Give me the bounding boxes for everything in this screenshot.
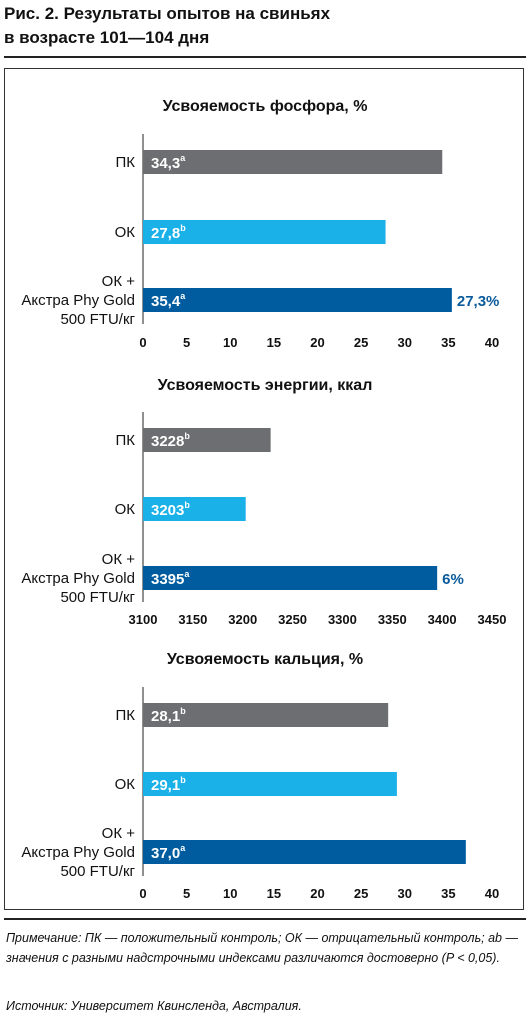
chart-title: Усвояемость фосфора, % bbox=[163, 98, 368, 115]
x-tick-label: 40 bbox=[485, 886, 499, 901]
category-label: Акстра Phy Gold bbox=[21, 292, 135, 309]
x-tick-label: 3450 bbox=[478, 612, 507, 627]
x-tick-label: 0 bbox=[139, 335, 146, 350]
category-label: 500 FTU/кг bbox=[60, 863, 135, 880]
figure-title: Рис. 2. Результаты опытов на свиньях в в… bbox=[4, 2, 524, 50]
x-tick-label: 0 bbox=[139, 886, 146, 901]
change-annotation: 6% bbox=[442, 571, 464, 588]
category-label: ПК bbox=[115, 707, 135, 724]
category-label: ОК + bbox=[102, 825, 136, 842]
x-tick-label: 10 bbox=[223, 886, 237, 901]
chart-title: Усвояемость энергии, ккал bbox=[158, 377, 373, 394]
bar bbox=[143, 703, 389, 727]
data-label-value: 3228 bbox=[151, 433, 184, 450]
bar bbox=[143, 428, 271, 452]
x-tick-label: 35 bbox=[441, 335, 455, 350]
chart-1: Усвояемость фосфора, %34,3aПК27,8bОК35,4… bbox=[21, 98, 499, 350]
data-label-value: 35,4 bbox=[151, 293, 181, 310]
x-tick-label: 15 bbox=[267, 886, 281, 901]
data-label: 3228b bbox=[151, 431, 190, 450]
data-label: 37,0a bbox=[151, 843, 186, 862]
x-tick-label: 3150 bbox=[178, 612, 207, 627]
category-label: ОК bbox=[115, 776, 136, 793]
data-label-value: 34,3 bbox=[151, 155, 180, 172]
x-tick-label: 3200 bbox=[228, 612, 257, 627]
bar bbox=[143, 288, 452, 312]
data-label-value: 3203 bbox=[151, 502, 184, 519]
x-tick-label: 3400 bbox=[428, 612, 457, 627]
x-tick-label: 35 bbox=[441, 886, 455, 901]
bar bbox=[143, 566, 438, 590]
data-label-superscript: a bbox=[180, 153, 186, 163]
chart-title: Усвояемость кальция, % bbox=[167, 651, 363, 668]
x-tick-label: 20 bbox=[310, 335, 324, 350]
x-tick-label: 5 bbox=[183, 335, 190, 350]
x-tick-label: 5 bbox=[183, 886, 190, 901]
x-tick-label: 15 bbox=[267, 335, 281, 350]
figure-title-line1: Рис. 2. Результаты опытов на свиньях bbox=[4, 4, 331, 23]
change-annotation: 27,3% bbox=[457, 293, 500, 310]
top-rule bbox=[4, 56, 526, 58]
category-label: ОК + bbox=[102, 551, 136, 568]
bar bbox=[143, 220, 386, 244]
data-label-superscript: a bbox=[180, 843, 186, 853]
category-label: 500 FTU/кг bbox=[60, 589, 135, 606]
x-tick-label: 30 bbox=[398, 886, 412, 901]
category-label: ПК bbox=[115, 432, 135, 449]
category-label: ПК bbox=[115, 154, 135, 171]
category-label: Акстра Phy Gold bbox=[21, 570, 135, 587]
x-tick-label: 3350 bbox=[378, 612, 407, 627]
data-label: 3203b bbox=[151, 500, 190, 519]
data-label: 29,1b bbox=[151, 775, 186, 794]
x-tick-label: 40 bbox=[485, 335, 499, 350]
x-tick-label: 30 bbox=[398, 335, 412, 350]
bar bbox=[143, 772, 397, 796]
data-label: 34,3a bbox=[151, 153, 186, 172]
data-label-value: 28,1 bbox=[151, 708, 180, 725]
x-tick-label: 3100 bbox=[129, 612, 158, 627]
category-label: 500 FTU/кг bbox=[60, 311, 135, 328]
bar bbox=[143, 150, 443, 174]
source-note: Источник: Университет Квинсленда, Австра… bbox=[6, 999, 302, 1013]
x-tick-label: 20 bbox=[310, 886, 324, 901]
data-label: 27,8b bbox=[151, 223, 186, 242]
data-label-superscript: a bbox=[180, 291, 186, 301]
data-label: 28,1b bbox=[151, 706, 186, 725]
footnote: Примечание: ПК — положительный контроль;… bbox=[6, 931, 518, 965]
category-label: ОК bbox=[115, 224, 136, 241]
category-label: Акстра Phy Gold bbox=[21, 844, 135, 861]
category-label: ОК bbox=[115, 501, 136, 518]
x-tick-label: 3250 bbox=[278, 612, 307, 627]
bar bbox=[143, 497, 246, 521]
x-tick-label: 25 bbox=[354, 886, 368, 901]
data-label-superscript: a bbox=[184, 569, 190, 579]
figure-title-line2: в возрасте 101—104 дня bbox=[4, 28, 210, 47]
data-label-superscript: b bbox=[184, 500, 190, 510]
chart-panel bbox=[4, 68, 524, 910]
bar bbox=[143, 840, 466, 864]
data-label-value: 27,8 bbox=[151, 225, 180, 242]
x-tick-label: 25 bbox=[354, 335, 368, 350]
bottom-rule bbox=[4, 918, 526, 920]
data-label-value: 37,0 bbox=[151, 845, 180, 862]
x-tick-label: 10 bbox=[223, 335, 237, 350]
data-label-superscript: b bbox=[180, 775, 186, 785]
data-label: 3395a bbox=[151, 569, 190, 588]
data-label-superscript: b bbox=[180, 223, 186, 233]
data-label: 35,4a bbox=[151, 291, 186, 310]
chart-2: Усвояемость энергии, ккал3228bПК3203bОК3… bbox=[21, 377, 506, 627]
data-label-superscript: b bbox=[180, 706, 186, 716]
chart-3: Усвояемость кальция, %28,1bПК29,1bОК37,0… bbox=[21, 651, 499, 901]
x-tick-label: 3300 bbox=[328, 612, 357, 627]
category-label: ОК + bbox=[102, 273, 136, 290]
data-label-value: 29,1 bbox=[151, 777, 180, 794]
data-label-superscript: b bbox=[184, 431, 190, 441]
data-label-value: 3395 bbox=[151, 571, 184, 588]
